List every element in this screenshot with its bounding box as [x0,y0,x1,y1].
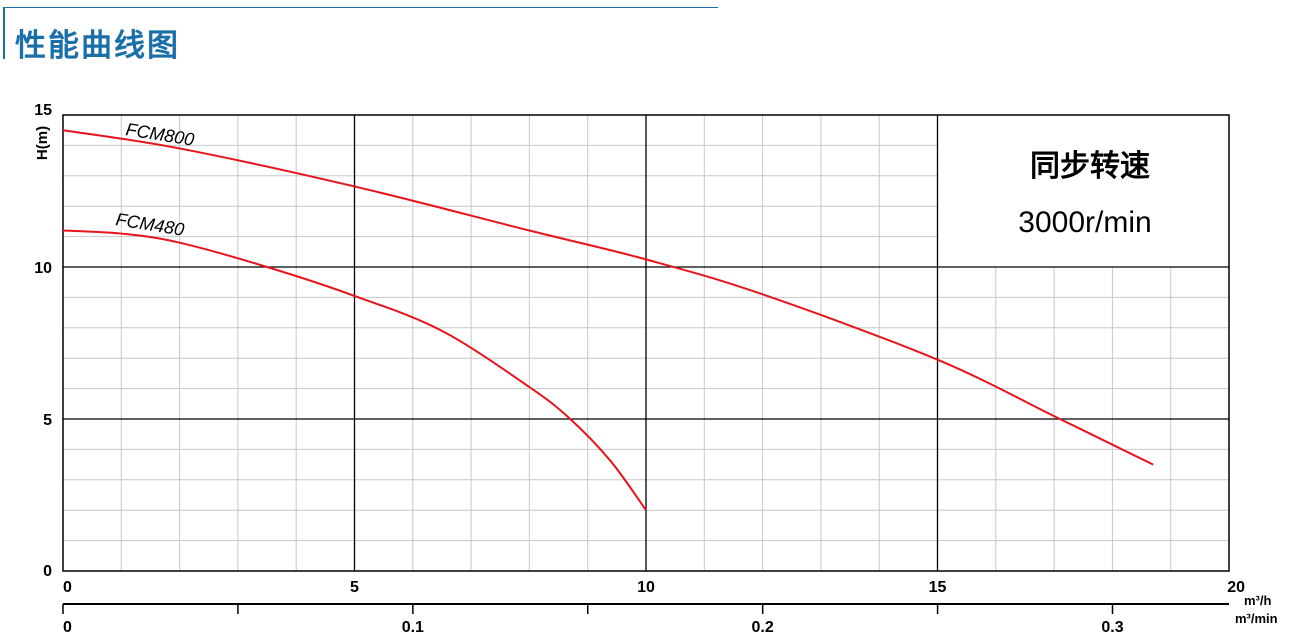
header-rule [3,7,718,8]
annotation-line2: 3000r/min [1018,206,1151,239]
x-tick-label: 5 [350,579,359,596]
x2-axis-unit: m³/min [1235,611,1278,626]
y-tick-label: 5 [43,412,52,429]
y-axis-label: H(m) [34,126,51,160]
series-line-fcm480 [62,229,647,511]
axes: 0 5 10 15 20 0 5 10 15 0 0.1 0.2 0.3 [34,102,1245,636]
x-tick-label: 15 [929,579,947,596]
annotation-line1: 同步转速 [1030,150,1150,183]
annotation-box [937,115,1229,267]
y-tick-label: 10 [34,260,52,277]
x-tick-label: 10 [637,579,655,596]
plot-frame [62,114,1230,572]
series-line-fcm800 [62,129,1154,466]
section-header: 性能曲线图 [0,0,1315,64]
secondary-x-tick-label: 0.1 [402,619,424,636]
secondary-x-tick-label: 0.3 [1101,619,1123,636]
series-label: FCM480 [114,209,185,240]
x-axis-unit: m³/h [1244,593,1272,608]
section-title: 性能曲线图 [15,28,180,64]
y-tick-label: 15 [34,102,52,119]
secondary-x-tick-label: 0.2 [752,619,774,636]
header-left-rule [3,7,5,59]
x-tick-label: 0 [63,579,72,596]
y-tick-label: 0 [43,563,52,580]
secondary-x-tick-label: 0 [63,619,72,636]
x-tick-label: 20 [1227,579,1245,596]
